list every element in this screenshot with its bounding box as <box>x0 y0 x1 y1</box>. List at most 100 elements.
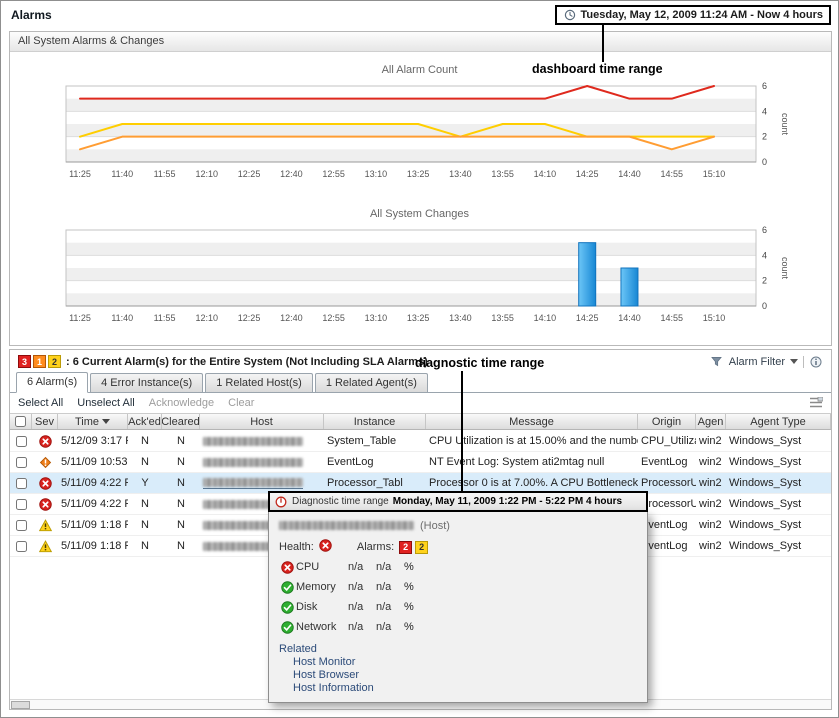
metric-row-cpu: CPU n/a n/a% <box>279 560 637 574</box>
column-header-host[interactable]: Host <box>200 414 324 429</box>
svg-text:13:40: 13:40 <box>449 313 472 323</box>
svg-text:11:25: 11:25 <box>69 169 91 179</box>
time-range-label: Tuesday, May 12, 2009 11:24 AM - Now 4 h… <box>580 9 824 21</box>
agent-type-cell: Windows_Syst <box>729 498 802 510</box>
toolbar-unselect-all[interactable]: Unselect All <box>77 396 135 409</box>
toolbar-clear[interactable]: Clear <box>228 396 255 409</box>
column-header-cleared[interactable]: Cleared <box>162 414 200 429</box>
origin-cell: EventLog <box>641 456 688 468</box>
row-checkbox[interactable] <box>15 519 27 531</box>
metric-value-peak: n/a <box>376 561 392 573</box>
column-header-label: Time <box>74 415 100 428</box>
alarm-row[interactable]: 5/11/09 10:53 N N EventLog NT Event Log: Sys… <box>10 452 831 473</box>
severity-cell <box>32 515 58 535</box>
metric-label: Disk <box>296 601 318 613</box>
agent-cell: win2 <box>699 456 722 468</box>
related-link-host-monitor[interactable]: Host Monitor <box>293 656 356 668</box>
chart-title: All System Changes <box>369 208 470 220</box>
column-header-agent-type[interactable]: Agent Type <box>726 414 831 429</box>
svg-text:12:40: 12:40 <box>280 313 303 323</box>
metric-unit: % <box>404 621 414 633</box>
column-header-ack-ed[interactable]: Ack'ed <box>128 414 162 429</box>
svg-text:14:10: 14:10 <box>534 169 557 179</box>
row-checkbox[interactable] <box>15 435 27 447</box>
tab-4-error-instance-s[interactable]: 4 Error Instance(s) <box>90 373 204 392</box>
related-link-host-browser[interactable]: Host Browser <box>293 669 360 681</box>
toolbar-acknowledge[interactable]: Acknowledge <box>148 396 215 409</box>
host-cell <box>200 431 324 451</box>
time-cell: 5/12/09 3:17 P <box>61 435 128 447</box>
column-header-label: Instance <box>353 415 396 428</box>
row-checkbox[interactable] <box>15 456 27 468</box>
column-header-label: Origin <box>651 415 682 428</box>
sort-desc-icon <box>102 419 111 424</box>
svg-text:13:25: 13:25 <box>407 313 430 323</box>
info-icon[interactable] <box>809 355 823 369</box>
svg-text:11:55: 11:55 <box>154 313 176 323</box>
svg-text:12:25: 12:25 <box>238 169 261 179</box>
host-name-redacted[interactable] <box>203 477 303 487</box>
dashboard-time-range-control[interactable]: Tuesday, May 12, 2009 11:24 AM - Now 4 h… <box>554 5 831 25</box>
toolbar-actions: Select All Unselect All Acknowledge Clear <box>18 397 254 409</box>
row-checkbox[interactable] <box>15 498 27 510</box>
tab-1-related-host-s[interactable]: 1 Related Host(s) <box>205 373 313 392</box>
scrollbar-thumb[interactable] <box>11 701 30 709</box>
svg-text:12:10: 12:10 <box>196 313 219 323</box>
agent-cell: win2 <box>699 477 722 489</box>
column-header-agen[interactable]: Agen <box>696 414 726 429</box>
message-cell: NT Event Log: System ati2mtag null <box>429 456 605 468</box>
column-header-sev[interactable]: Sev <box>32 414 58 429</box>
related-section: Related Host Monitor Host Browser Host Inf… <box>279 643 637 694</box>
message-cell: Processor 0 is at 7.00%. A CPU Bottlenec… <box>429 477 638 489</box>
table-customizer-icon[interactable] <box>809 397 823 408</box>
row-checkbox[interactable] <box>15 540 27 552</box>
svg-text:4: 4 <box>762 250 767 260</box>
tab-1-related-agent-s[interactable]: 1 Related Agent(s) <box>314 373 428 392</box>
acked-cell: N <box>141 498 149 510</box>
tab-6-alarm-s[interactable]: 6 Alarm(s) <box>16 372 89 393</box>
metric-unit: % <box>404 561 414 573</box>
metric-value-peak: n/a <box>376 581 392 593</box>
row-checkbox[interactable] <box>15 477 27 489</box>
host-link[interactable] <box>203 477 303 489</box>
alarm-row[interactable]: 5/11/09 4:22 P Y N Processor_Tabl Processor … <box>10 473 831 494</box>
svg-text:14:40: 14:40 <box>618 313 641 323</box>
clock-icon <box>563 8 577 22</box>
agent-type-cell: Windows_Syst <box>729 435 802 447</box>
related-link-host-information[interactable]: Host Information <box>293 682 374 694</box>
warning-icon <box>38 518 52 532</box>
column-header-time[interactable]: Time <box>58 414 128 429</box>
column-header-instance[interactable]: Instance <box>324 414 426 429</box>
header-select-cell <box>10 414 32 429</box>
instance-cell: EventLog <box>327 456 374 468</box>
annotation-dashboard-time-range: dashboard time range <box>532 62 663 76</box>
origin-cell: EventLog <box>641 540 688 552</box>
metric-value-current: n/a <box>348 621 364 633</box>
metric-row-network: Network n/a n/a% <box>279 620 637 634</box>
host-cell <box>200 494 324 514</box>
chart-title: All Alarm Count <box>381 64 458 76</box>
chevron-down-icon[interactable] <box>790 359 798 364</box>
agent-cell: win2 <box>699 435 722 447</box>
toolbar-select-all[interactable]: Select All <box>18 396 64 409</box>
diagnostic-range-prefix: Diagnostic time range <box>292 496 389 507</box>
svg-text:11:55: 11:55 <box>154 169 176 179</box>
related-header: Related <box>279 643 317 655</box>
select-all-checkbox[interactable] <box>15 416 26 427</box>
svg-text:count: count <box>780 113 790 136</box>
instance-cell: System_Table <box>327 435 397 447</box>
alarm-filter[interactable]: Alarm Filter <box>710 355 823 369</box>
fatal-icon <box>38 434 52 448</box>
warning-count-badge: 2 <box>415 540 429 554</box>
power-diagnostic-icon <box>274 495 288 509</box>
normal-icon <box>279 580 296 594</box>
column-header-message[interactable]: Message <box>426 414 638 429</box>
column-header-origin[interactable]: Origin <box>638 414 696 429</box>
time-cell: 5/11/09 1:18 P <box>61 540 128 552</box>
message-cell: CPU Utilization is at 15.00% and the num… <box>429 435 638 447</box>
svg-text:14:55: 14:55 <box>660 169 683 179</box>
origin-cell: CPU_Utilization <box>641 435 696 447</box>
alarm-row[interactable]: 5/12/09 3:17 P N N System_Table CPU Utilizat… <box>10 431 831 452</box>
